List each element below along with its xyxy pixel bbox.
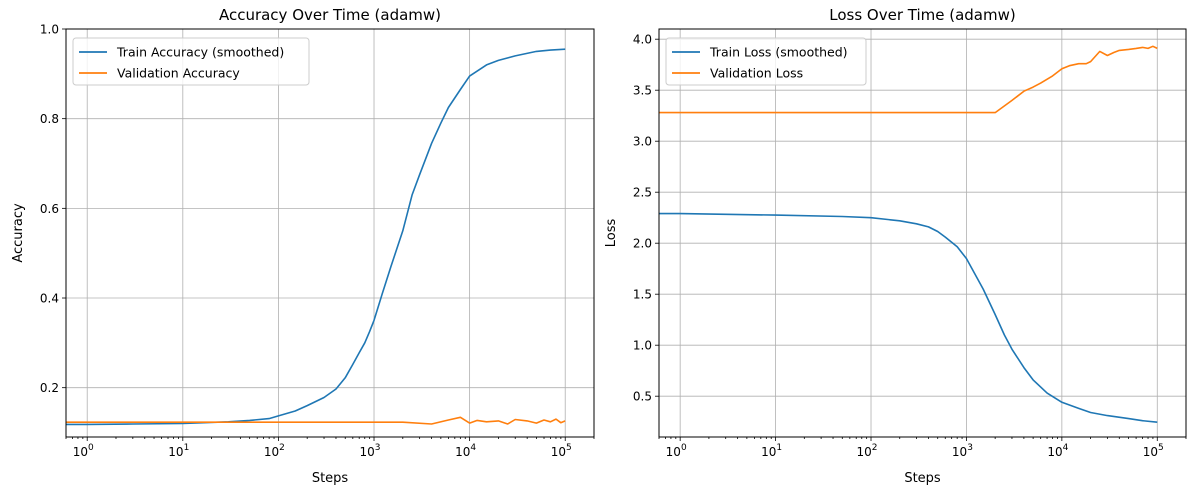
accuracy-x-tick-label: 102 xyxy=(264,443,285,459)
accuracy-x-tick-exponent: 5 xyxy=(566,443,572,453)
loss-x-tick-label: 100 xyxy=(666,443,687,459)
loss-plot-frame xyxy=(658,28,1187,438)
loss-x-tick-base: 10 xyxy=(666,445,681,459)
accuracy-x-tick-exponent: 1 xyxy=(184,443,190,453)
loss-x-tick-label: 101 xyxy=(761,443,782,459)
loss-x-axis-label: Steps xyxy=(904,471,941,486)
loss-legend-label-train: Train Loss (smoothed) xyxy=(709,45,848,60)
accuracy-x-tick-base: 10 xyxy=(168,445,183,459)
accuracy-x-tick-label: 101 xyxy=(168,443,189,459)
loss-x-tick-label: 104 xyxy=(1047,443,1068,459)
loss-legend-box xyxy=(665,37,867,86)
accuracy-y-tick-label: 0.4 xyxy=(40,292,59,306)
accuracy-y-tick-label: 1.0 xyxy=(40,23,59,37)
loss-series-validation-line xyxy=(659,45,1158,114)
accuracy-x-tick-exponent: 2 xyxy=(279,443,285,453)
accuracy-x-tick-base: 10 xyxy=(455,445,470,459)
loss-y-tick-label: 2.5 xyxy=(633,186,652,200)
accuracy-y-axis-label: Accuracy xyxy=(11,203,26,263)
accuracy-x-tick-base: 10 xyxy=(73,445,88,459)
loss-x-tick-base: 10 xyxy=(1143,445,1158,459)
loss-x-tick-exponent: 4 xyxy=(1063,443,1069,453)
accuracy-x-tick-label: 103 xyxy=(360,443,381,459)
accuracy-x-tick-exponent: 4 xyxy=(470,443,476,453)
loss-x-tick-base: 10 xyxy=(857,445,872,459)
accuracy-chart-title: Accuracy Over Time (adamw) xyxy=(219,6,441,24)
accuracy-x-tick-base: 10 xyxy=(360,445,375,459)
accuracy-plot-frame xyxy=(65,28,595,438)
loss-chart: 100 101 102 103 104 1050.51.01.52.02.53.03.54… xyxy=(604,6,1187,486)
accuracy-legend-box xyxy=(72,37,310,86)
loss-x-tick-exponent: 5 xyxy=(1158,443,1164,453)
loss-y-tick-label: 0.5 xyxy=(633,390,652,404)
loss-x-tick-label: 102 xyxy=(857,443,878,459)
accuracy-y-tick-label: 0.2 xyxy=(40,381,59,395)
loss-legend-label-validation: Validation Loss xyxy=(710,66,803,81)
loss-x-tick-exponent: 0 xyxy=(681,443,687,453)
loss-x-tick-exponent: 2 xyxy=(872,443,878,453)
accuracy-legend: Train Accuracy (smoothed) Validation Acc… xyxy=(72,37,310,86)
loss-x-tick-exponent: 1 xyxy=(776,443,782,453)
accuracy-x-tick-label: 100 xyxy=(73,443,94,459)
accuracy-x-tick-label: 104 xyxy=(455,443,476,459)
accuracy-y-tick-label: 0.8 xyxy=(40,112,59,126)
loss-series-train-line xyxy=(659,212,1158,423)
loss-y-axis-label: Loss xyxy=(604,219,619,248)
loss-y-tick-label: 1.0 xyxy=(633,339,652,353)
accuracy-x-tick-exponent: 3 xyxy=(375,443,381,453)
accuracy-x-tick-label: 105 xyxy=(551,443,572,459)
loss-legend: Train Loss (smoothed) Validation Loss xyxy=(665,37,867,86)
loss-x-tick-exponent: 3 xyxy=(967,443,973,453)
accuracy-series-train-line xyxy=(66,48,566,426)
loss-x-tick-label: 105 xyxy=(1143,443,1164,459)
loss-y-tick-label: 3.0 xyxy=(633,135,652,149)
loss-y-tick-label: 1.5 xyxy=(633,288,652,302)
loss-y-tick-label: 3.5 xyxy=(633,84,652,98)
accuracy-legend-label-validation: Validation Accuracy xyxy=(117,66,240,81)
loss-y-tick-label: 4.0 xyxy=(633,33,652,47)
accuracy-x-tick-base: 10 xyxy=(264,445,279,459)
accuracy-x-tick-base: 10 xyxy=(551,445,566,459)
accuracy-legend-label-train: Train Accuracy (smoothed) xyxy=(116,45,284,60)
loss-x-tick-base: 10 xyxy=(761,445,776,459)
loss-y-tick-label: 2.0 xyxy=(633,237,652,251)
loss-ticks: 100 101 102 103 104 1050.51.01.52.02.53.03.54… xyxy=(633,33,1187,459)
accuracy-y-tick-label: 0.6 xyxy=(40,202,59,216)
loss-x-tick-label: 103 xyxy=(952,443,973,459)
loss-grid xyxy=(659,29,1186,437)
accuracy-x-axis-label: Steps xyxy=(312,471,349,486)
loss-x-tick-base: 10 xyxy=(1047,445,1062,459)
loss-x-tick-base: 10 xyxy=(952,445,967,459)
accuracy-x-tick-exponent: 0 xyxy=(88,443,94,453)
loss-chart-title: Loss Over Time (adamw) xyxy=(829,6,1015,24)
loss-series xyxy=(659,45,1158,423)
accuracy-series xyxy=(66,48,566,426)
accuracy-series-validation-line xyxy=(66,416,566,425)
